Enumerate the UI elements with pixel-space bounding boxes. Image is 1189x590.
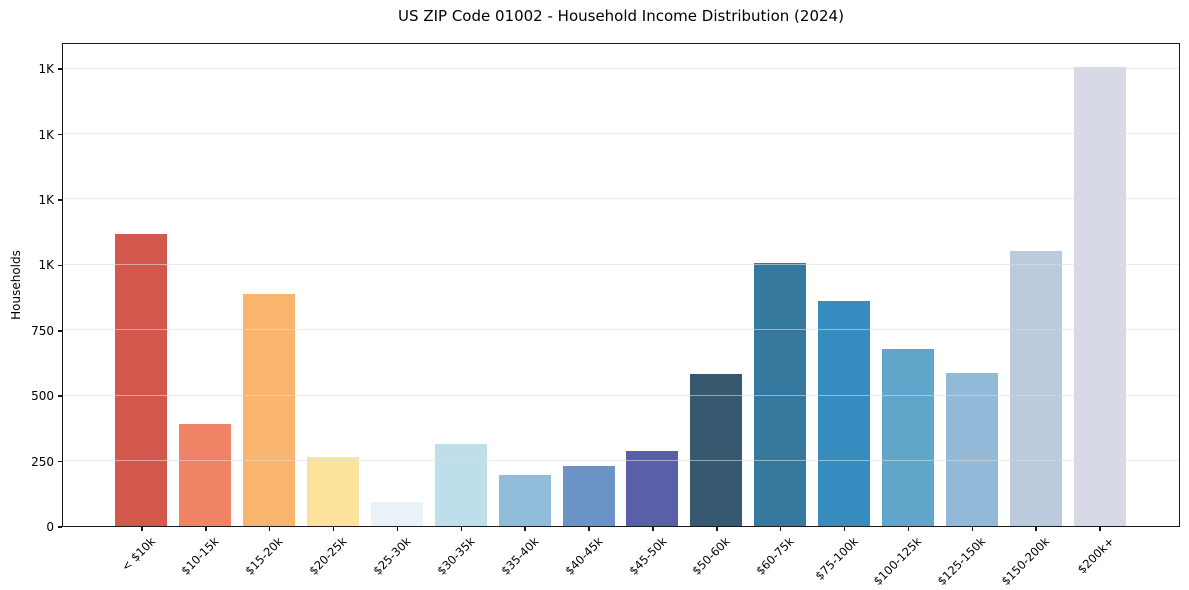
- bar-30-35k: [434, 443, 487, 526]
- gridline-250: [63, 460, 1179, 462]
- x-tick-mark-5: [460, 527, 463, 531]
- y-tick-label-1750: 1K: [38, 62, 54, 77]
- gridline-750: [63, 329, 1179, 331]
- bar-100-125k: [881, 349, 934, 526]
- y-tick-label-1500: 1K: [38, 127, 54, 142]
- y-tick-mark-500: [57, 395, 62, 397]
- x-tick-mark-2: [268, 527, 271, 531]
- x-tick-mark-14: [1035, 527, 1037, 531]
- x-tick-label-0: < $10k: [118, 534, 159, 574]
- y-tick-label-0: 0: [46, 520, 54, 534]
- bar-25-30k: [370, 502, 423, 526]
- x-tick-label-10: $60-75k: [753, 534, 797, 578]
- bar-15-20k: [243, 294, 296, 526]
- x-tick-label-3: $20-25k: [306, 534, 350, 578]
- x-tick-mark-4: [396, 527, 399, 531]
- y-tick-mark-750: [57, 330, 62, 332]
- y-tick-mark-1250: [57, 199, 62, 201]
- bar-35-40k: [498, 474, 551, 526]
- x-tick-label-6: $35-40k: [497, 534, 542, 578]
- chart-title: US ZIP Code 01002 - Household Income Dis…: [398, 7, 844, 25]
- x-tick-mark-1: [205, 527, 207, 531]
- x-tick-mark-15: [1099, 527, 1101, 531]
- x-tick-label-4: $25-30k: [370, 534, 414, 578]
- gridline-1750: [63, 67, 1179, 69]
- y-tick-mark-250: [57, 460, 62, 463]
- x-tick-mark-13: [971, 527, 974, 531]
- x-tick-mark-6: [524, 527, 526, 531]
- bar-60-75k: [754, 263, 807, 526]
- bar-10k: [115, 234, 168, 526]
- y-tick-mark-1500: [57, 133, 62, 136]
- y-tick-label-1000: 1K: [38, 258, 54, 273]
- bar-40-45k: [562, 466, 615, 526]
- y-tick-mark-1750: [57, 68, 62, 70]
- y-tick-label-500: 500: [31, 389, 54, 404]
- bar-75-100k: [818, 301, 871, 526]
- gridline-1500: [63, 133, 1179, 135]
- x-tick-label-13: $125-150k: [934, 534, 989, 589]
- y-tick-mark-0: [57, 526, 62, 528]
- x-tick-mark-9: [716, 527, 718, 531]
- bar-50-60k: [690, 374, 743, 526]
- x-tick-label-12: $100-125k: [870, 534, 925, 589]
- gridline-500: [63, 394, 1179, 396]
- x-tick-label-9: $50-60k: [689, 534, 734, 578]
- y-tick-label-1250: 1K: [38, 192, 54, 207]
- x-tick-label-8: $45-50k: [625, 534, 670, 578]
- bar-10-15k: [179, 423, 232, 526]
- x-tick-label-5: $30-35k: [434, 534, 478, 578]
- x-tick-label-15: $200k+: [1074, 534, 1117, 577]
- x-tick-mark-0: [141, 527, 143, 531]
- x-tick-label-14: $150-200k: [998, 534, 1053, 589]
- x-tick-mark-8: [652, 527, 654, 531]
- y-tick-mark-1000: [57, 264, 62, 267]
- bar-20-25k: [307, 456, 360, 526]
- x-tick-label-1: $10-15k: [178, 534, 223, 578]
- y-tick-label-750: 750: [31, 323, 54, 338]
- x-tick-label-11: $75-100k: [812, 534, 861, 583]
- gridline-1250: [63, 198, 1179, 200]
- x-tick-mark-10: [779, 527, 782, 531]
- bar-45-50k: [626, 451, 679, 526]
- x-tick-label-7: $40-45k: [561, 534, 606, 578]
- x-tick-mark-11: [843, 527, 846, 531]
- x-tick-mark-3: [332, 527, 335, 531]
- gridline-1000: [63, 263, 1179, 265]
- bar-125-150k: [945, 372, 998, 526]
- bar-200k: [1073, 66, 1126, 526]
- plot-area: [62, 43, 1180, 527]
- x-tick-mark-7: [588, 527, 590, 531]
- x-tick-label-2: $15-20k: [242, 534, 286, 578]
- x-tick-mark-12: [907, 527, 910, 531]
- bar-150-200k: [1009, 251, 1062, 526]
- y-tick-label-250: 250: [31, 454, 54, 469]
